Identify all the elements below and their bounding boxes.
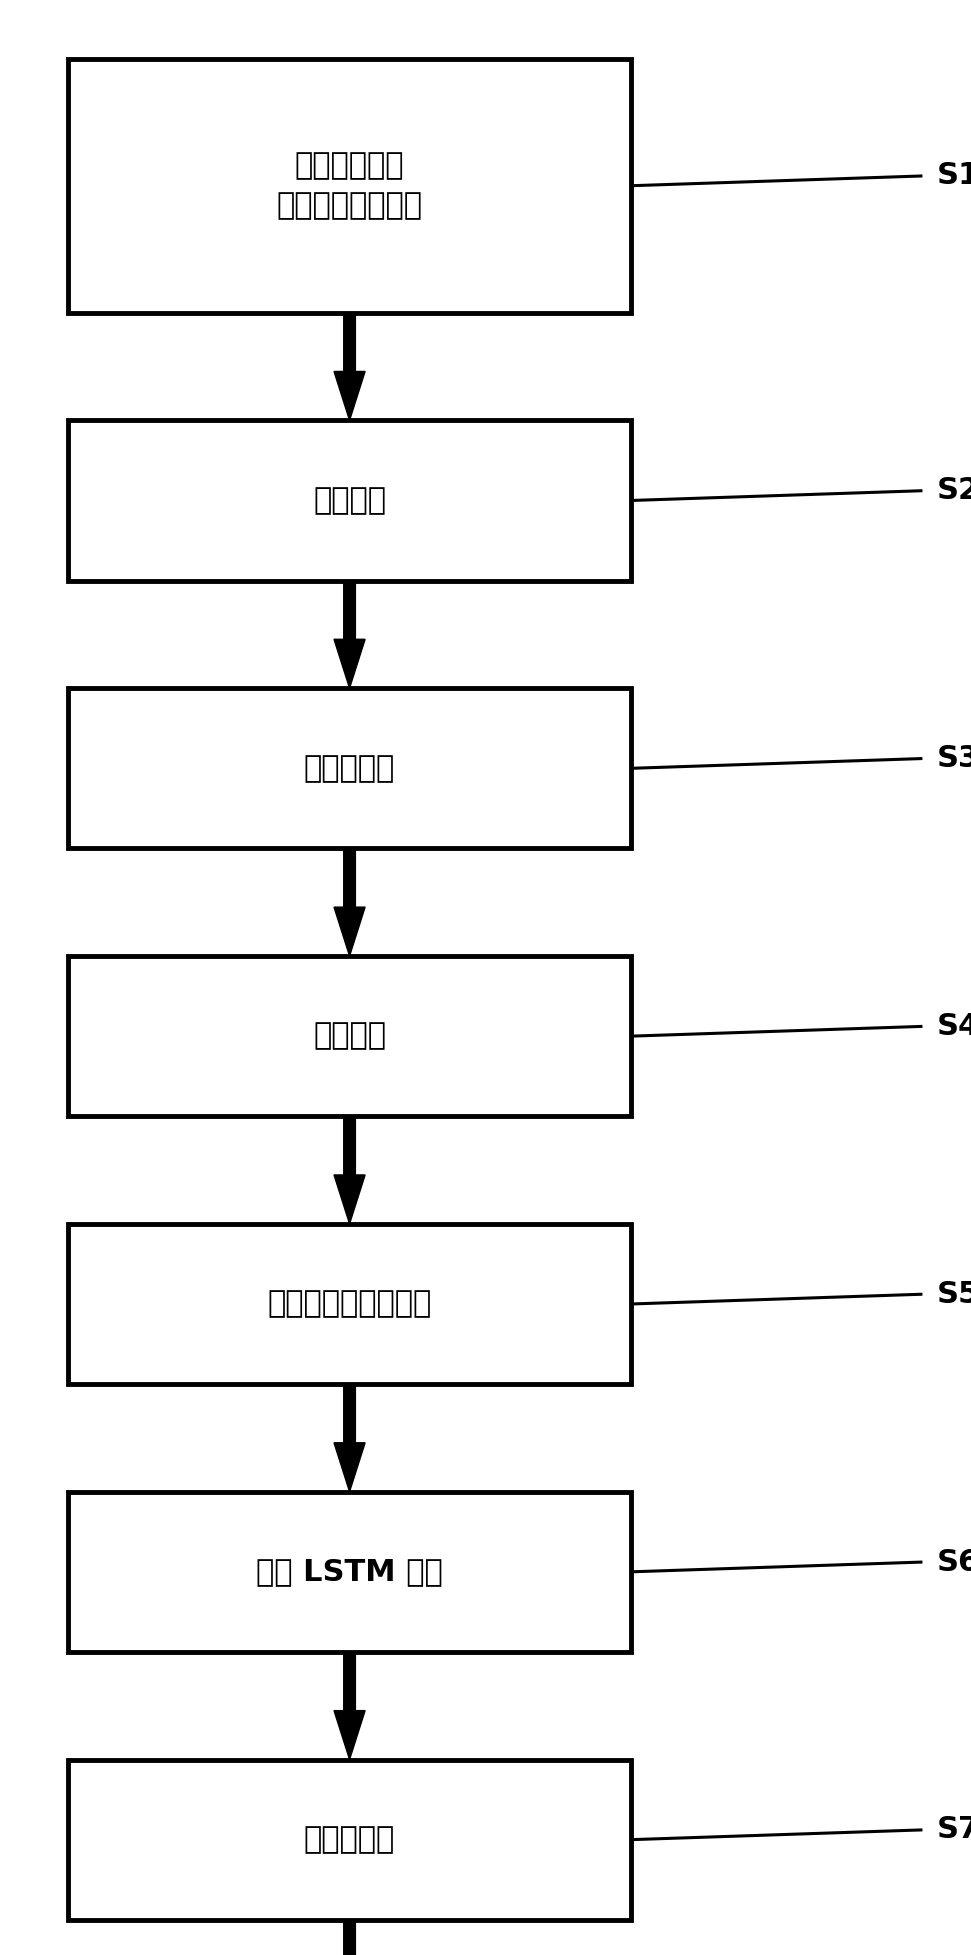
Bar bbox=[68, 1492, 631, 1652]
Text: 建立训练集和预测集: 建立训练集和预测集 bbox=[267, 1290, 432, 1318]
FancyArrow shape bbox=[334, 848, 365, 956]
Bar bbox=[68, 956, 631, 1116]
FancyArrow shape bbox=[334, 313, 365, 420]
Text: S7: S7 bbox=[937, 1816, 971, 1844]
FancyArrow shape bbox=[334, 1920, 365, 1955]
FancyArrow shape bbox=[334, 1116, 365, 1224]
FancyArrow shape bbox=[334, 1384, 365, 1492]
Text: S4: S4 bbox=[937, 1013, 971, 1040]
Text: S5: S5 bbox=[937, 1281, 971, 1308]
Text: 训练和预测: 训练和预测 bbox=[304, 1826, 395, 1853]
Text: 特征融合: 特征融合 bbox=[313, 487, 386, 514]
Bar bbox=[68, 688, 631, 848]
Text: S6: S6 bbox=[937, 1548, 971, 1576]
Bar bbox=[68, 420, 631, 581]
Bar bbox=[68, 1224, 631, 1384]
Text: 提取滚动轴承
磨损振动信号特征: 提取滚动轴承 磨损振动信号特征 bbox=[277, 151, 422, 221]
Bar bbox=[68, 59, 631, 313]
Text: 构建 LSTM 网络: 构建 LSTM 网络 bbox=[256, 1558, 443, 1586]
Text: 短序列化: 短序列化 bbox=[313, 1022, 386, 1050]
FancyArrow shape bbox=[334, 581, 365, 688]
Text: S3: S3 bbox=[937, 745, 971, 772]
FancyArrow shape bbox=[334, 1652, 365, 1760]
Text: S2: S2 bbox=[937, 477, 971, 504]
Text: 归一化处理: 归一化处理 bbox=[304, 755, 395, 782]
Text: S1: S1 bbox=[937, 162, 971, 190]
Bar bbox=[68, 1760, 631, 1920]
